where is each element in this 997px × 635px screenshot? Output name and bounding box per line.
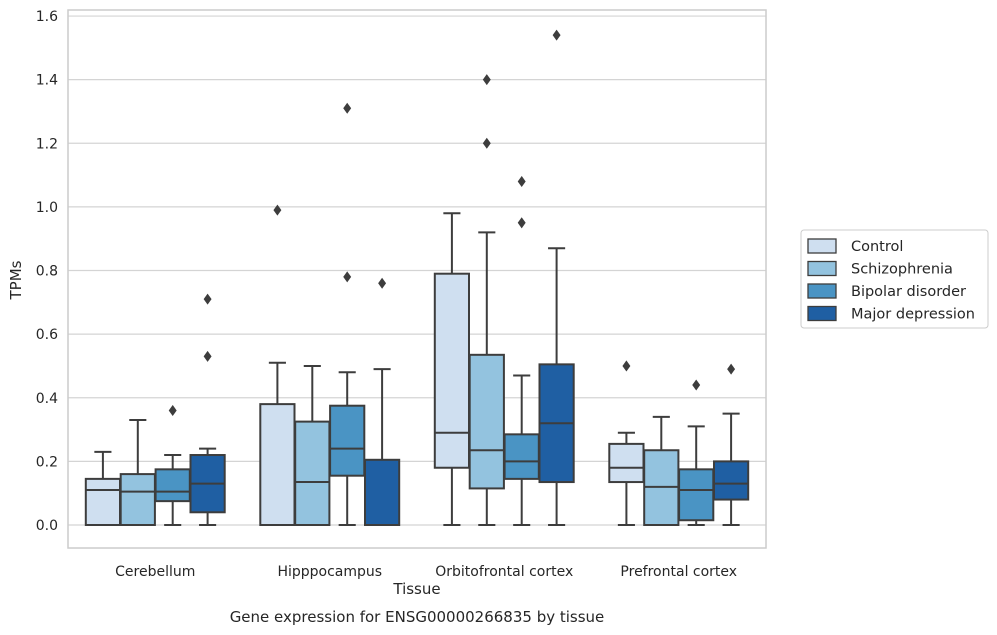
x-tick-label: Orbitofrontal cortex	[435, 564, 573, 580]
outlier-point	[517, 217, 526, 229]
y-tick-label: 1.0	[36, 200, 58, 216]
x-tick-label: Prefrontal cortex	[620, 564, 737, 580]
box-group	[84, 450, 122, 526]
box-group	[468, 74, 505, 526]
legend-frame	[800, 229, 989, 329]
y-axis-ticks: 0.0 0.2 0.4 0.6 0.8 1.0 1.2 1.4 1.6	[36, 9, 58, 534]
outlier-point	[552, 29, 561, 41]
legend-label: Bipolar disorder	[851, 284, 966, 300]
box-group	[294, 364, 331, 526]
y-tick-label: 1.6	[36, 9, 58, 25]
box-group	[329, 102, 366, 526]
outlier-point	[168, 404, 177, 416]
box	[712, 460, 750, 501]
box-group	[712, 363, 750, 526]
outlier-point	[273, 204, 282, 216]
box-group	[363, 277, 401, 526]
box-group	[189, 293, 226, 526]
box-group	[433, 212, 471, 526]
x-axis-title: Tissue	[392, 580, 440, 598]
box-group	[119, 419, 156, 527]
box	[294, 420, 331, 526]
y-tick-label: 1.2	[36, 136, 58, 152]
x-tick-label: Hipppocampus	[277, 564, 382, 580]
legend-swatch	[807, 260, 837, 277]
box-group	[538, 29, 575, 526]
y-tick-label: 0.8	[36, 264, 58, 280]
outlier-point	[482, 137, 491, 149]
box-group	[678, 379, 715, 526]
box-group	[608, 360, 645, 526]
legend-label: Major depression	[851, 307, 975, 323]
box-group	[503, 175, 540, 526]
legend-swatch	[807, 238, 837, 254]
outlier-point	[692, 379, 701, 391]
outlier-point	[622, 360, 631, 372]
y-tick-label: 0.2	[36, 454, 58, 470]
y-tick-label: 0.0	[36, 518, 58, 534]
legend-swatch	[807, 305, 837, 322]
box	[84, 477, 122, 526]
box-group	[154, 404, 191, 526]
outlier-point	[203, 350, 212, 362]
box	[363, 458, 401, 526]
box	[503, 433, 540, 480]
legend: Control Schizophrenia Bipolar disorder Majo…	[800, 229, 989, 329]
box	[329, 404, 366, 477]
y-tick-label: 0.4	[36, 391, 58, 407]
box-group	[643, 415, 680, 526]
chart-title: Gene expression for ENSG00000266835 by t…	[230, 608, 605, 626]
outlier-point	[343, 271, 352, 283]
outlier-point	[482, 74, 491, 86]
box	[433, 272, 471, 469]
legend-label: Schizophrenia	[851, 262, 953, 278]
box	[678, 468, 715, 522]
outlier-point	[727, 363, 736, 375]
y-tick-label: 1.4	[36, 73, 58, 89]
box	[259, 403, 296, 527]
x-tick-label: Cerebellum	[115, 564, 195, 580]
outlier-point	[517, 175, 526, 187]
y-tick-label: 0.6	[36, 327, 58, 343]
plot-area-frame	[67, 9, 767, 549]
outlier-point	[203, 293, 212, 305]
legend-label: Control	[851, 239, 903, 255]
box	[154, 468, 191, 503]
y-axis-title: TPMs	[7, 260, 25, 300]
outlier-point	[343, 102, 352, 114]
legend-swatch	[807, 283, 837, 299]
gridlines	[68, 15, 766, 526]
box	[119, 473, 156, 527]
legend-items: Control Schizophrenia Bipolar disorder Majo…	[807, 238, 975, 323]
box	[608, 442, 645, 484]
box-groups	[84, 29, 750, 527]
x-axis-ticks: Cerebellum Hipppocampus Orbitofrontal cort…	[115, 564, 737, 580]
outlier-point	[378, 277, 387, 289]
box	[468, 353, 505, 490]
box-group	[259, 204, 296, 527]
